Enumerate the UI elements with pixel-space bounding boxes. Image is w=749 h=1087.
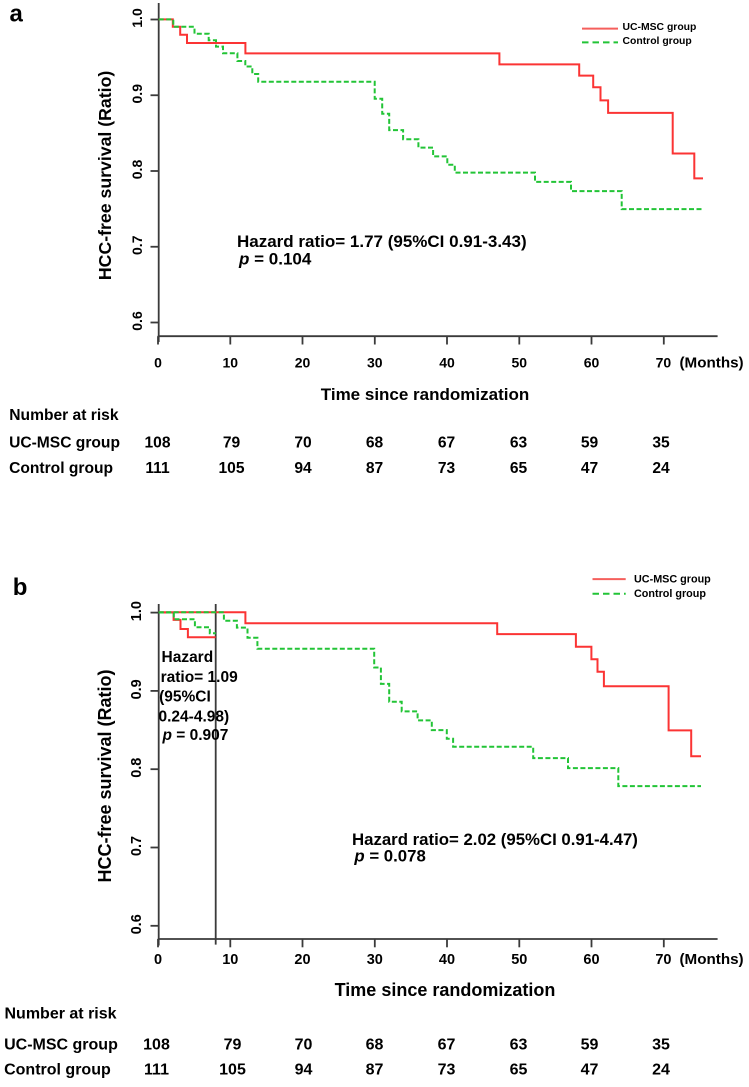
svg-text:0: 0 bbox=[154, 355, 162, 371]
svg-text:47: 47 bbox=[581, 1062, 599, 1079]
svg-text:b: b bbox=[13, 574, 28, 601]
svg-text:47: 47 bbox=[581, 460, 598, 477]
svg-text:Control group: Control group bbox=[623, 36, 692, 47]
svg-text:10: 10 bbox=[223, 355, 239, 371]
svg-text:70: 70 bbox=[295, 1037, 313, 1054]
svg-text:24: 24 bbox=[652, 460, 670, 477]
svg-text:105: 105 bbox=[219, 1062, 246, 1079]
svg-text:ratio= 1.09: ratio= 1.09 bbox=[161, 669, 238, 686]
svg-text:1.0: 1.0 bbox=[129, 8, 145, 28]
svg-text:0.9: 0.9 bbox=[129, 679, 145, 699]
svg-text:p = 0.907: p = 0.907 bbox=[162, 727, 229, 744]
svg-text:0.8: 0.8 bbox=[129, 160, 145, 180]
svg-text:67: 67 bbox=[438, 1037, 456, 1054]
svg-text:73: 73 bbox=[438, 460, 456, 477]
svg-text:0: 0 bbox=[154, 952, 162, 968]
svg-text:HCC-free survival (Ratio): HCC-free survival (Ratio) bbox=[95, 669, 115, 882]
svg-text:UC-MSC group: UC-MSC group bbox=[4, 1037, 118, 1054]
svg-text:60: 60 bbox=[583, 952, 599, 968]
svg-text:(Months): (Months) bbox=[680, 355, 744, 372]
svg-text:10: 10 bbox=[222, 952, 238, 968]
svg-text:1.0: 1.0 bbox=[129, 601, 145, 621]
svg-text:108: 108 bbox=[143, 1037, 170, 1054]
svg-text:70: 70 bbox=[294, 435, 312, 452]
svg-text:68: 68 bbox=[366, 1037, 384, 1054]
svg-text:70: 70 bbox=[656, 355, 672, 371]
svg-text:35: 35 bbox=[652, 435, 670, 452]
svg-text:73: 73 bbox=[438, 1062, 456, 1079]
svg-text:20: 20 bbox=[294, 952, 310, 968]
svg-text:0.6: 0.6 bbox=[129, 311, 145, 331]
svg-text:24: 24 bbox=[652, 1062, 670, 1079]
svg-text:0.6: 0.6 bbox=[129, 914, 145, 934]
svg-text:65: 65 bbox=[510, 460, 528, 477]
svg-text:87: 87 bbox=[366, 1062, 384, 1079]
svg-text:59: 59 bbox=[581, 1037, 599, 1054]
svg-text:p = 0.104: p = 0.104 bbox=[238, 250, 312, 269]
svg-text:40: 40 bbox=[439, 952, 455, 968]
svg-text:87: 87 bbox=[366, 460, 383, 477]
svg-text:111: 111 bbox=[144, 1062, 169, 1079]
svg-text:79: 79 bbox=[223, 435, 241, 452]
svg-text:79: 79 bbox=[224, 1037, 242, 1054]
svg-text:0.9: 0.9 bbox=[129, 84, 145, 104]
svg-text:50: 50 bbox=[511, 952, 527, 968]
svg-text:Time since randomization: Time since randomization bbox=[321, 385, 529, 404]
svg-text:63: 63 bbox=[510, 435, 528, 452]
svg-text:Control group: Control group bbox=[9, 460, 113, 477]
svg-text:(Months): (Months) bbox=[680, 951, 744, 968]
svg-text:Time since randomization: Time since randomization bbox=[335, 980, 556, 1000]
svg-text:60: 60 bbox=[584, 355, 600, 371]
svg-text:0.8: 0.8 bbox=[129, 758, 145, 778]
svg-text:0.7: 0.7 bbox=[129, 836, 145, 856]
svg-text:40: 40 bbox=[439, 355, 455, 371]
svg-text:Control group: Control group bbox=[4, 1062, 111, 1079]
svg-text:50: 50 bbox=[512, 355, 528, 371]
svg-text:p = 0.078: p = 0.078 bbox=[353, 847, 425, 866]
svg-text:30: 30 bbox=[367, 355, 383, 371]
svg-text:HCC-free survival (Ratio): HCC-free survival (Ratio) bbox=[95, 71, 115, 280]
svg-text:35: 35 bbox=[652, 1037, 670, 1054]
svg-text:Control group: Control group bbox=[634, 588, 706, 600]
svg-text:(95%CI: (95%CI bbox=[159, 689, 211, 706]
svg-text:Hazard: Hazard bbox=[162, 649, 214, 666]
svg-text:UC-MSC group: UC-MSC group bbox=[623, 22, 697, 33]
svg-text:0.7: 0.7 bbox=[129, 235, 145, 255]
svg-text:59: 59 bbox=[581, 435, 599, 452]
svg-text:63: 63 bbox=[510, 1037, 528, 1054]
svg-text:94: 94 bbox=[295, 1062, 313, 1079]
svg-text:30: 30 bbox=[367, 952, 383, 968]
svg-text:Hazard ratio= 1.77 (95%CI 0.91: Hazard ratio= 1.77 (95%CI 0.91-3.43) bbox=[237, 232, 527, 251]
svg-text:94: 94 bbox=[294, 460, 312, 477]
svg-text:UC-MSC group: UC-MSC group bbox=[9, 435, 120, 452]
svg-text:20: 20 bbox=[295, 355, 311, 371]
svg-text:Hazard ratio= 2.02 (95%CI 0.91: Hazard ratio= 2.02 (95%CI 0.91-4.47) bbox=[352, 830, 638, 849]
svg-text:67: 67 bbox=[438, 435, 455, 452]
svg-text:70: 70 bbox=[655, 952, 671, 968]
svg-text:105: 105 bbox=[218, 460, 244, 477]
svg-text:65: 65 bbox=[510, 1062, 528, 1079]
svg-text:Number at risk: Number at risk bbox=[9, 407, 119, 424]
svg-text:UC-MSC group: UC-MSC group bbox=[634, 573, 711, 585]
svg-text:68: 68 bbox=[366, 435, 384, 452]
svg-text:Number at risk: Number at risk bbox=[5, 1006, 117, 1023]
svg-text:111: 111 bbox=[145, 460, 170, 477]
svg-text:a: a bbox=[10, 0, 24, 27]
svg-text:0.24-4.98): 0.24-4.98) bbox=[159, 708, 230, 725]
svg-text:108: 108 bbox=[144, 435, 170, 452]
